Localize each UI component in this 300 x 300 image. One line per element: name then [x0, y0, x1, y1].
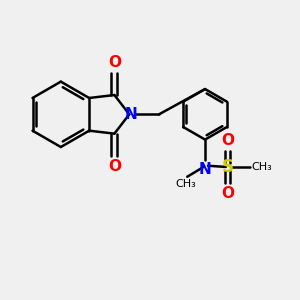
Text: O: O: [221, 133, 234, 148]
Text: N: N: [124, 107, 137, 122]
Text: N: N: [199, 162, 212, 177]
Text: O: O: [221, 186, 234, 201]
Text: CH₃: CH₃: [176, 179, 196, 189]
Text: S: S: [221, 158, 233, 176]
Text: CH₃: CH₃: [251, 162, 272, 172]
Text: O: O: [108, 159, 121, 174]
Text: O: O: [108, 55, 121, 70]
